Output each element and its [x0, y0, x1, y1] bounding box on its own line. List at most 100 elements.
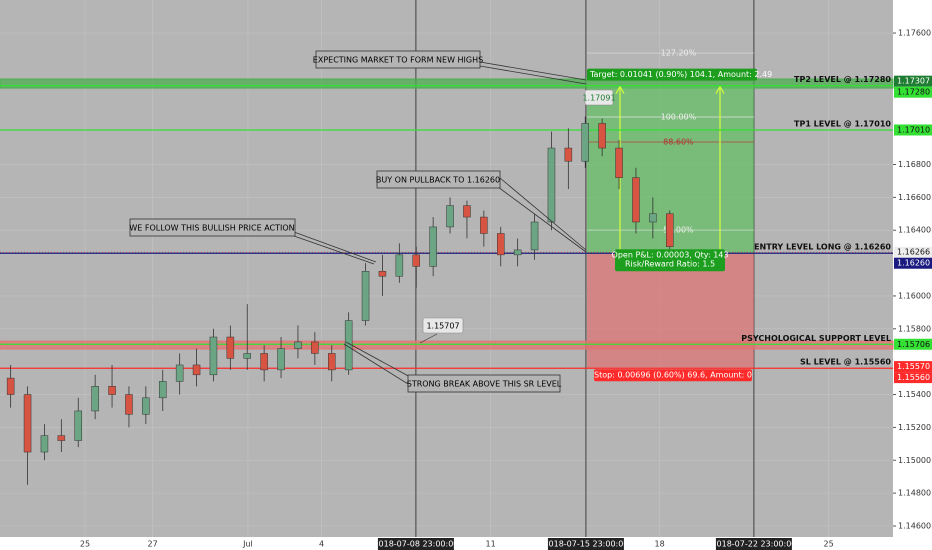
candle-body	[429, 226, 437, 267]
candle-body	[175, 364, 184, 382]
candle-body	[158, 381, 167, 399]
candle-body	[530, 221, 539, 251]
price-label: 1.15706	[897, 340, 930, 349]
candle-body	[395, 254, 404, 277]
price-label-bg	[894, 338, 932, 350]
level-text: TP2 LEVEL @ 1.17280	[794, 75, 891, 84]
candle-body	[581, 123, 589, 162]
callout-text: BUY ON PULLBACK TO 1.16260	[376, 176, 500, 185]
candle-body	[361, 271, 370, 321]
y-tick-label: 1.16600	[898, 193, 931, 202]
price-label: 1.17307	[897, 77, 930, 86]
candle-body	[327, 353, 336, 371]
target-label-bg	[586, 68, 757, 81]
fib-label: 50.00%	[663, 226, 694, 235]
candle-body	[564, 147, 573, 162]
price-label-bg	[894, 246, 932, 258]
price-bubble	[584, 89, 614, 106]
price-label: 1.17010	[897, 125, 930, 134]
callout-box	[129, 218, 296, 237]
candle-body	[412, 254, 420, 267]
candle-body	[74, 410, 82, 441]
price-label: 1.16266	[897, 248, 930, 257]
arrow-head	[715, 85, 725, 94]
candle-body	[615, 147, 623, 178]
stop-label-bg	[594, 369, 752, 382]
fib-label: 88.60%	[663, 137, 694, 146]
x-tick-label: 4	[319, 540, 324, 549]
price-label-bg	[894, 124, 932, 136]
callout-pointer	[345, 341, 413, 379]
candle-body	[226, 336, 235, 359]
candle-body	[463, 205, 471, 218]
price-label-bg	[894, 86, 932, 98]
y-tick-label: 1.16800	[898, 160, 931, 169]
y-tick-label: 1.15400	[898, 390, 931, 399]
callout-text: EXPECTING MARKET TO FORM NEW HIGHS	[313, 56, 483, 65]
candle-body	[277, 348, 285, 371]
callout-pointer	[499, 177, 587, 251]
fib-label: 127.20%	[661, 49, 697, 58]
candle-body	[632, 177, 640, 223]
fib-label: 100.00%	[661, 112, 697, 121]
time-label: 2018-07-15 23:00:00	[543, 540, 628, 549]
candle-body	[649, 213, 657, 223]
callout-pointer	[293, 235, 375, 265]
price-bubble	[422, 317, 464, 334]
pnl-label: Open P&L: 0.00003, Qty: 143	[612, 251, 729, 260]
price-bubble-text: 1.17091	[582, 94, 615, 103]
zone	[0, 340, 894, 350]
time-label: 2018-07-08 23:00:00	[373, 540, 458, 549]
candle-body	[209, 336, 218, 376]
time-label-bg	[715, 538, 792, 550]
y-tick-label: 1.14800	[898, 489, 931, 498]
candle-body	[496, 233, 505, 256]
price-label: 1.15560	[897, 373, 930, 382]
time-label: 2018-07-22 23:00:00	[711, 540, 796, 549]
level-text: TP1 LEVEL @ 1.17010	[794, 119, 891, 128]
callout-pointer	[343, 343, 409, 385]
candle-body	[40, 435, 49, 453]
price-label-bg	[894, 361, 932, 373]
callout-text: WE FOLLOW THIS BULLISH PRICE ACTION	[129, 224, 294, 233]
price-label: 1.15570	[897, 362, 930, 371]
candle-body	[125, 394, 133, 415]
callout-text: STRONG BREAK ABOVE THIS SR LEVEL	[407, 380, 562, 389]
level-text: ENTRY LEVEL LONG @ 1.16260	[754, 243, 891, 252]
callout-pointer	[479, 65, 587, 85]
y-tick-label: 1.14600	[898, 521, 931, 530]
candle-body	[142, 397, 150, 415]
candle-body	[547, 147, 556, 223]
stop-label: Stop: 0.00696 (0.60%) 69.6, Amount: 0	[594, 371, 752, 380]
callout-pointer	[419, 333, 438, 344]
candle-body	[23, 394, 32, 453]
price-label-bg	[894, 372, 932, 384]
candle-body	[666, 213, 674, 247]
time-label-bg	[547, 538, 624, 550]
x-tick-label: 11	[486, 540, 496, 549]
price-label-bg	[894, 75, 932, 87]
candle-body	[294, 341, 302, 349]
y-tick-label: 1.17600	[898, 29, 931, 38]
y-tick-label: 1.16400	[898, 226, 931, 235]
candle-body	[243, 353, 251, 359]
callout-box	[376, 170, 501, 189]
candle-body	[108, 386, 116, 395]
callout-pointer	[479, 61, 587, 81]
level-text: PSYCHOLOGICAL SUPPORT LEVEL	[741, 334, 891, 343]
candle-body	[91, 386, 99, 412]
candle-body	[480, 216, 488, 234]
loss-zone	[586, 253, 754, 369]
x-tick-label: Jul	[242, 540, 253, 549]
price-label-bg	[894, 257, 932, 269]
candle-body	[57, 435, 66, 441]
y-tick-label: 1.15200	[898, 423, 931, 432]
zone	[0, 78, 894, 89]
callout-pointer	[293, 231, 377, 263]
y-tick-label: 1.15000	[898, 456, 931, 465]
y-tick-label: 1.16000	[898, 291, 931, 300]
target-label: Target: 0.01041 (0.90%) 104.1, Amount: 2…	[589, 70, 772, 79]
x-tick-label: 18	[655, 540, 665, 549]
candle-body	[311, 341, 319, 354]
